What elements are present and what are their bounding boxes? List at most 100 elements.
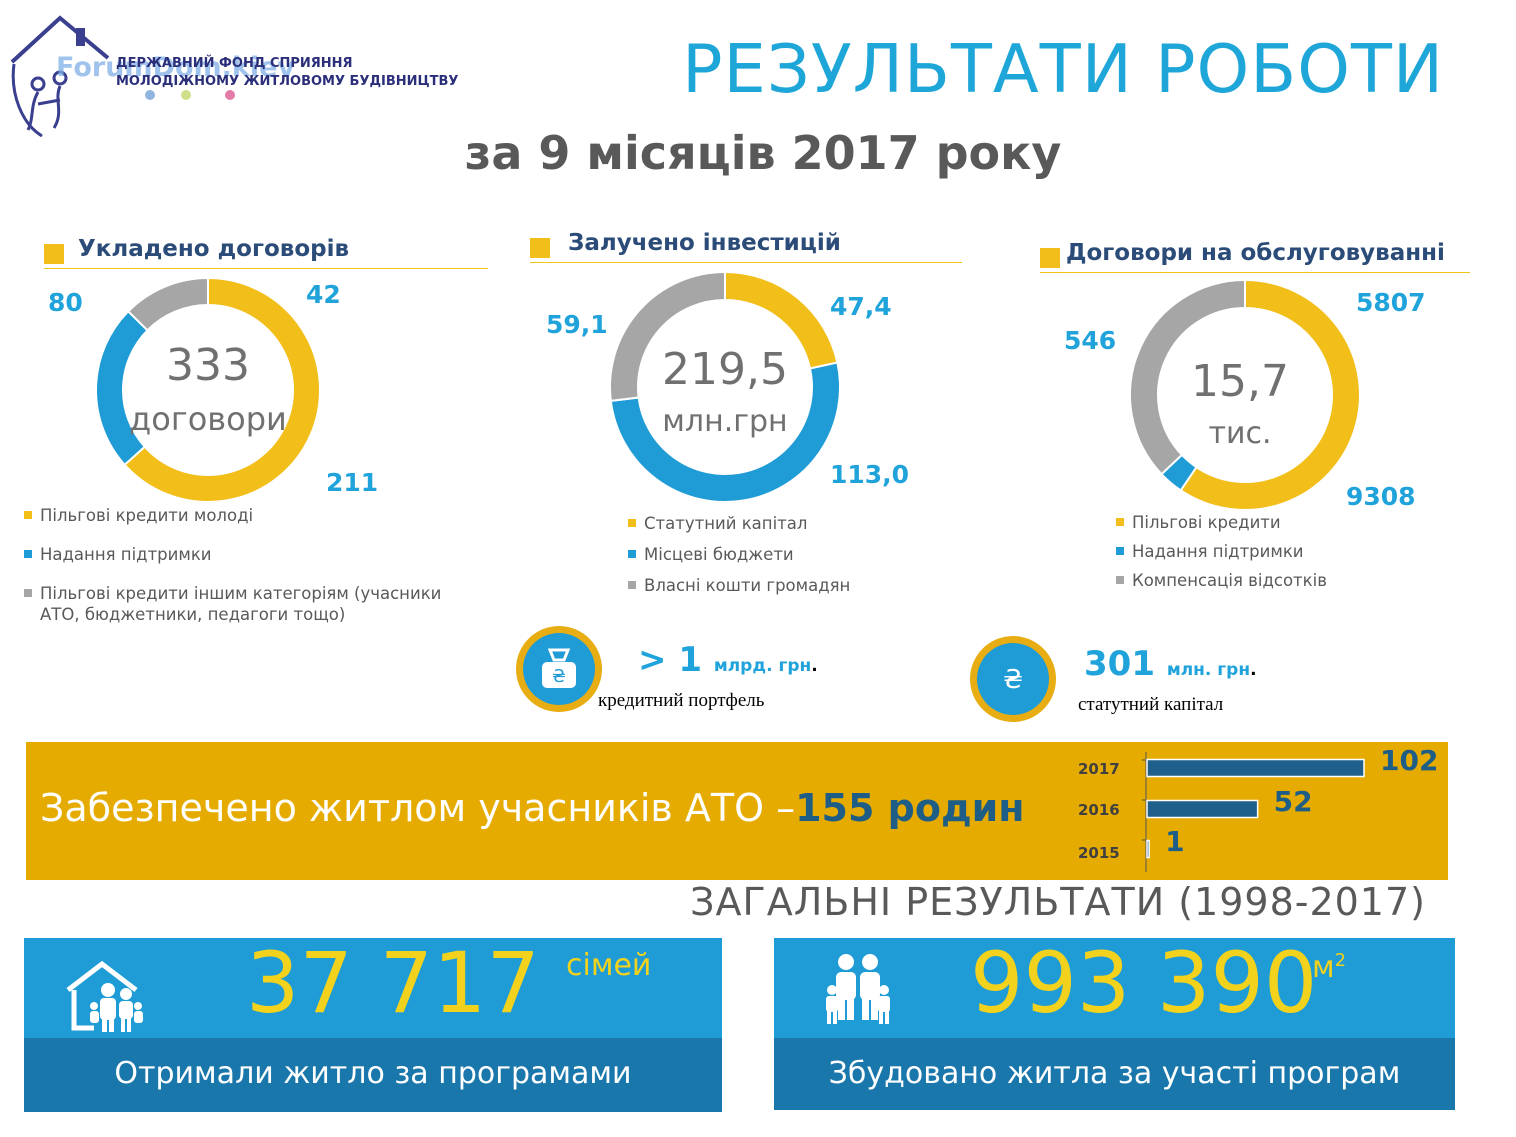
legend-marker	[628, 519, 636, 527]
area-unit-sup: 2	[1334, 950, 1347, 971]
portfolio-caption: кредитний портфель	[598, 690, 765, 711]
legend-label: Статутний капітал	[644, 514, 808, 533]
legend-label: Компенсація відсотків	[1132, 571, 1327, 590]
contracts-unit: договори	[129, 400, 287, 438]
legend-item: Пільгові кредити іншим категоріям (учасн…	[24, 583, 474, 625]
bar-category-label: 2017	[1078, 760, 1120, 778]
investments-unit: млн.грн	[662, 404, 788, 439]
money-bag-icon: ₴	[542, 648, 576, 688]
legend-label: Надання підтримки	[1132, 542, 1304, 561]
legend-item: Надання підтримки	[24, 544, 474, 565]
investments-budgets-label: 113,0	[830, 460, 910, 489]
logo-dots-icon	[145, 90, 235, 100]
area-panel: 993 390 м2 Збудовано житла за участі про…	[774, 934, 1455, 1110]
legend-marker	[1116, 518, 1124, 526]
hryvnia-coin-icon: ₴	[1003, 665, 1023, 695]
service-legend: Пільгові кредити Надання підтримки Компе…	[1116, 512, 1416, 591]
legend-marker	[628, 550, 636, 558]
legend-marker	[628, 581, 636, 589]
investments-capital-label: 47,4	[830, 292, 892, 321]
legend-marker	[1116, 547, 1124, 555]
donut-slice-2	[1129, 278, 1246, 476]
area-caption: Збудовано житла за участі програм	[828, 1056, 1401, 1091]
contracts-other-label: 42	[306, 280, 341, 309]
logo-watermark: ForumDom.kiev	[56, 52, 296, 83]
logo-org-line1: ДЕРЖАВНИЙ ФОНД СПРИЯННЯ	[116, 56, 353, 71]
capital-value: 301 млн. грн.	[1084, 644, 1257, 684]
legend-label: Пільгові кредити молоді	[40, 506, 254, 525]
totals-title: ЗАГАЛЬНІ РЕЗУЛЬТАТИ (1998-2017)	[690, 880, 1426, 924]
portfolio-value: > 1 млрд. грн.	[638, 640, 818, 680]
svg-text:₴: ₴	[1003, 665, 1023, 695]
families-unit: сімей	[566, 948, 652, 983]
contracts-total: 333	[166, 340, 250, 391]
capital-unit: млн. грн	[1166, 660, 1251, 680]
bar-value-label: 102	[1380, 744, 1438, 777]
capital-dot: .	[1250, 660, 1257, 680]
capital-icon-circle: ₴	[970, 636, 1056, 722]
service-unit: тис.	[1208, 416, 1272, 451]
legend-item: Пільгові кредити молоді	[24, 505, 474, 526]
bar-2016	[1146, 799, 1259, 819]
families-caption: Отримали житло за програмами	[114, 1056, 632, 1091]
investments-legend: Статутний капітал Місцеві бюджети Власні…	[628, 513, 928, 596]
area-unit-text: м	[1312, 950, 1335, 985]
portfolio-unit: млрд. грн	[713, 656, 812, 676]
portfolio-dot: .	[811, 656, 818, 676]
bar-value-label: 52	[1274, 785, 1313, 818]
section-contracts-title: Укладено договорів	[78, 236, 350, 262]
legend-item: Власні кошти громадян	[628, 575, 928, 596]
contracts-youth-label: 211	[326, 468, 379, 497]
logo-org-line2: МОЛОДІЖНОМУ ЖИТЛОВОМУ БУДІВНИЦТВУ	[116, 74, 459, 89]
area-value: 993 390	[970, 934, 1318, 1032]
house-family-logo-icon	[10, 15, 110, 138]
investments-citizens-label: 59,1	[546, 310, 608, 339]
ato-highlight: 155 родин	[795, 786, 1025, 830]
service-compensation-label: 5807	[1356, 288, 1426, 317]
ato-bar-chart: 2017 102 2016 52 2015 1	[1078, 744, 1438, 872]
donut-slice-0	[1179, 278, 1361, 511]
legend-marker	[1116, 576, 1124, 584]
page-title: РЕЗУЛЬТАТИ РОБОТИ	[682, 30, 1444, 108]
legend-marker	[24, 589, 32, 597]
investments-donut-chart	[609, 270, 841, 503]
contracts-donut-chart	[95, 276, 321, 503]
bar-category-label: 2016	[1078, 801, 1120, 819]
donut-slice-0	[123, 276, 321, 503]
bar-2017	[1146, 758, 1365, 778]
section-investments-title: Залучено інвестицій	[568, 230, 841, 256]
legend-item: Надання підтримки	[1116, 541, 1416, 562]
donut-slice-2	[126, 276, 209, 332]
families-panel: 37 717 сімей Отримали житло за програмам…	[24, 934, 722, 1112]
bar-value-label: 1	[1165, 825, 1184, 858]
legend-label: Пільгові кредити іншим категоріям (учасн…	[40, 584, 442, 624]
contracts-legend: Пільгові кредити молоді Надання підтримк…	[24, 505, 474, 625]
ato-text: Забезпечено житлом учасників АТО –155 ро…	[40, 786, 1025, 830]
service-donut-chart	[1129, 278, 1361, 511]
legend-label: Місцеві бюджети	[644, 545, 794, 564]
capital-number: 301	[1084, 644, 1155, 684]
legend-marker	[24, 550, 32, 558]
area-unit: м2	[1312, 950, 1346, 985]
yellow-square-icon	[530, 238, 550, 258]
capital-caption: статутний капітал	[1078, 694, 1224, 715]
section-service-header: Договори на обслуговуванні	[1040, 240, 1470, 273]
bar-category-label: 2015	[1078, 844, 1120, 862]
family-icon	[826, 954, 890, 1024]
legend-item: Компенсація відсотків	[1116, 570, 1416, 591]
portfolio-number: > 1	[638, 640, 702, 680]
legend-label: Надання підтримки	[40, 545, 212, 564]
legend-item: Місцеві бюджети	[628, 544, 928, 565]
ato-text-main: Забезпечено житлом учасників АТО –	[40, 786, 796, 830]
legend-marker	[24, 511, 32, 519]
legend-label: Власні кошти громадян	[644, 576, 851, 595]
fund-logo: ForumDom.kiev ДЕРЖАВНИЙ ФОНД СПРИЯННЯ МО…	[8, 14, 458, 142]
service-total: 15,7	[1191, 356, 1289, 407]
donut-slice-1	[609, 361, 841, 503]
bar-2015	[1146, 839, 1150, 859]
svg-text:₴: ₴	[552, 666, 566, 687]
yellow-square-icon	[1040, 248, 1060, 268]
section-investments-header: Залучено інвестицій	[530, 230, 962, 263]
page-subtitle: за 9 місяців 2017 року	[464, 126, 1062, 180]
investments-total: 219,5	[662, 344, 788, 395]
